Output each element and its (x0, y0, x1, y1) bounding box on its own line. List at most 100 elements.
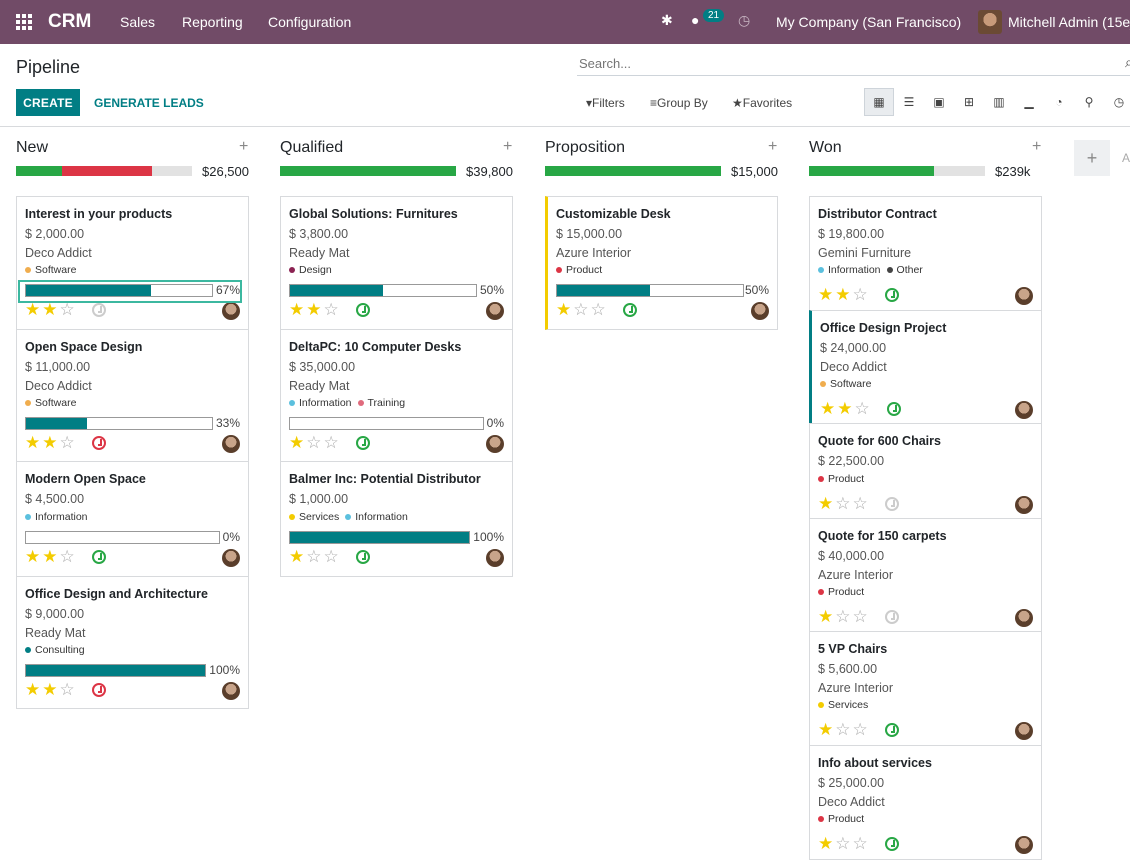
priority-star-icon[interactable]: ☆ (59, 547, 77, 566)
progress-segment-green[interactable] (809, 166, 934, 176)
column-progress-bar[interactable] (280, 166, 456, 176)
priority-stars[interactable]: ★★☆ (289, 301, 341, 318)
lead-card[interactable]: Office Design and Architecture $ 9,000.00… (16, 576, 249, 709)
graph-view-icon[interactable]: ▥ (993, 95, 1005, 109)
priority-star-icon[interactable]: ☆ (852, 285, 870, 304)
priority-stars[interactable]: ★★☆ (25, 548, 77, 565)
priority-star-icon[interactable]: ★ (818, 720, 836, 739)
priority-star-icon[interactable]: ★ (289, 547, 307, 566)
activity-clock-icon[interactable] (356, 550, 370, 564)
lead-card[interactable]: Office Design Project $ 24,000.00 Deco Add… (809, 310, 1042, 424)
priority-star-icon[interactable]: ★ (42, 547, 60, 566)
activity-clock-icon[interactable] (623, 303, 637, 317)
priority-stars[interactable]: ★★☆ (25, 301, 77, 318)
priority-stars[interactable]: ★☆☆ (818, 608, 870, 625)
activity-clock-icon[interactable] (92, 550, 106, 564)
menu-sales[interactable]: Sales (120, 14, 156, 30)
lead-card[interactable]: DeltaPC: 10 Computer Desks $ 35,000.00 Rea… (280, 329, 513, 462)
generate-leads-button[interactable]: GENERATE LEADS (94, 96, 204, 110)
priority-stars[interactable]: ★☆☆ (556, 301, 608, 318)
priority-star-icon[interactable]: ☆ (852, 494, 870, 513)
activity-clock-icon[interactable] (887, 402, 901, 416)
priority-star-icon[interactable]: ★ (42, 680, 60, 699)
group-by-button[interactable]: ≡Group By (650, 96, 708, 110)
salesperson-avatar[interactable] (486, 549, 504, 567)
priority-star-icon[interactable]: ★ (818, 494, 836, 513)
salesperson-avatar[interactable] (1015, 496, 1033, 514)
priority-star-icon[interactable]: ☆ (590, 300, 608, 319)
column-title[interactable]: Proposition (545, 139, 626, 156)
add-column-button[interactable]: + (1074, 140, 1110, 176)
activity-clock-icon[interactable] (356, 303, 370, 317)
column-title[interactable]: Won (809, 139, 842, 156)
company-switcher[interactable]: My Company (San Francisco) (776, 14, 962, 30)
lead-card[interactable]: Quote for 150 carpets $ 40,000.00 Azure In… (809, 518, 1042, 632)
activity-clock-icon[interactable] (92, 683, 106, 697)
lead-card[interactable]: Distributor Contract $ 19,800.00 Gemini Fu… (809, 196, 1042, 311)
priority-stars[interactable]: ★☆☆ (818, 495, 870, 512)
progress-segment-green[interactable] (280, 166, 456, 176)
apps-menu-icon[interactable] (16, 14, 32, 30)
lead-card[interactable]: 5 VP Chairs $ 5,600.00 Azure Interior Servi… (809, 631, 1042, 746)
lead-card[interactable]: Global Solutions: Furnitures $ 3,800.00 Re… (280, 196, 513, 330)
priority-star-icon[interactable]: ☆ (573, 300, 591, 319)
quick-create-plus-icon[interactable]: + (768, 138, 778, 155)
priority-star-icon[interactable]: ★ (837, 399, 855, 418)
salesperson-avatar[interactable] (1015, 722, 1033, 740)
user-menu[interactable]: Mitchell Admin (15e_7 (1008, 14, 1130, 30)
priority-star-icon[interactable]: ★ (818, 285, 836, 304)
column-progress-bar[interactable] (16, 166, 192, 176)
salesperson-avatar[interactable] (222, 435, 240, 453)
quick-create-plus-icon[interactable]: + (239, 138, 249, 155)
create-button[interactable]: CREATE (16, 89, 80, 116)
pivot-view-icon[interactable]: ⊞ (963, 95, 975, 109)
priority-stars[interactable]: ★☆☆ (289, 434, 341, 451)
salesperson-avatar[interactable] (222, 302, 240, 320)
messages-icon[interactable]: ● (691, 12, 700, 28)
search-input[interactable] (577, 52, 1117, 74)
priority-star-icon[interactable]: ☆ (59, 300, 77, 319)
lead-card[interactable]: Modern Open Space $ 4,500.00 Information 0%… (16, 461, 249, 577)
priority-star-icon[interactable]: ☆ (323, 547, 341, 566)
priority-stars[interactable]: ★☆☆ (818, 835, 870, 852)
column-title[interactable]: Qualified (280, 139, 344, 156)
list-view-icon[interactable]: ☰ (903, 95, 915, 109)
priority-star-icon[interactable]: ☆ (835, 607, 853, 626)
priority-star-icon[interactable]: ☆ (835, 494, 853, 513)
lead-card[interactable]: Info about services $ 25,000.00 Deco Addic… (809, 745, 1042, 860)
priority-star-icon[interactable]: ☆ (306, 433, 324, 452)
priority-star-icon[interactable]: ☆ (854, 399, 872, 418)
quick-create-plus-icon[interactable]: + (1032, 138, 1042, 155)
priority-star-icon[interactable]: ★ (25, 300, 43, 319)
priority-star-icon[interactable]: ★ (289, 433, 307, 452)
priority-stars[interactable]: ★★☆ (25, 681, 77, 698)
kanban-view-icon[interactable]: ▦ (864, 88, 894, 116)
priority-star-icon[interactable]: ★ (289, 300, 307, 319)
activity-clock-icon[interactable] (885, 837, 899, 851)
priority-star-icon[interactable]: ★ (25, 680, 43, 699)
salesperson-avatar[interactable] (486, 435, 504, 453)
activity-clock-icon[interactable] (356, 436, 370, 450)
column-title[interactable]: New (16, 139, 49, 156)
salesperson-avatar[interactable] (1015, 287, 1033, 305)
priority-star-icon[interactable]: ☆ (852, 834, 870, 853)
priority-star-icon[interactable]: ☆ (835, 720, 853, 739)
priority-star-icon[interactable]: ★ (556, 300, 574, 319)
priority-stars[interactable]: ★★☆ (25, 434, 77, 451)
activity-clock-icon[interactable] (885, 723, 899, 737)
menu-configuration[interactable]: Configuration (268, 14, 352, 30)
activity-view-icon[interactable]: ◷ (1113, 95, 1125, 109)
priority-stars[interactable]: ★★☆ (820, 400, 872, 417)
priority-stars[interactable]: ★☆☆ (818, 721, 870, 738)
progress-segment-green[interactable] (545, 166, 721, 176)
priority-star-icon[interactable]: ★ (25, 433, 43, 452)
activity-clock-icon[interactable] (885, 610, 899, 624)
lead-card[interactable]: Interest in your products $ 2,000.00 Deco … (16, 196, 249, 330)
priority-star-icon[interactable]: ☆ (306, 547, 324, 566)
priority-star-icon[interactable]: ☆ (323, 433, 341, 452)
priority-star-icon[interactable]: ★ (42, 300, 60, 319)
activity-clock-icon[interactable] (885, 288, 899, 302)
priority-star-icon[interactable]: ★ (818, 834, 836, 853)
priority-stars[interactable]: ★☆☆ (289, 548, 341, 565)
salesperson-avatar[interactable] (751, 302, 769, 320)
